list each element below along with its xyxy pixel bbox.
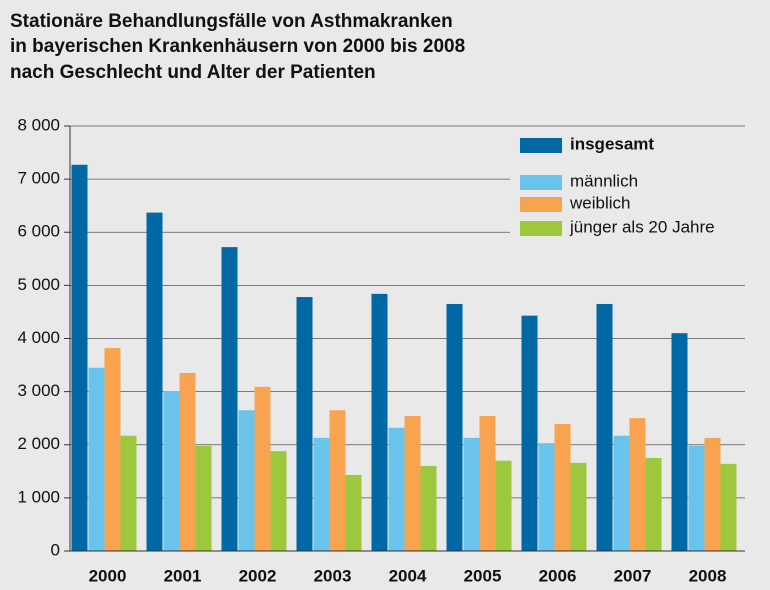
bar — [521, 315, 538, 551]
chart-title: nach Geschlecht und Alter der Patienten — [10, 62, 376, 83]
bar — [179, 373, 196, 551]
bar — [388, 427, 405, 551]
bar — [554, 424, 571, 551]
legend-swatch — [520, 197, 562, 212]
bar — [613, 435, 630, 551]
legend-label: jünger als 20 Jahre — [569, 217, 715, 236]
bar — [71, 164, 88, 551]
x-tick-label: 2003 — [314, 566, 352, 585]
bar — [329, 410, 346, 551]
x-tick-label: 2005 — [464, 566, 502, 585]
x-tick-label: 2002 — [239, 566, 277, 585]
bar — [104, 348, 121, 551]
bar — [163, 391, 180, 551]
bar — [296, 297, 313, 551]
bar — [596, 303, 613, 551]
x-tick-label: 2004 — [389, 566, 427, 585]
bar — [88, 367, 105, 551]
legend-swatch — [520, 175, 562, 190]
bar — [195, 445, 212, 551]
x-tick-label: 2000 — [89, 566, 127, 585]
bar — [629, 418, 646, 551]
legend-label: insgesamt — [570, 134, 654, 153]
bar — [704, 437, 721, 551]
y-tick-label: 4 000 — [17, 328, 60, 347]
bar — [720, 463, 737, 551]
chart-title: in bayerischen Krankenhäusern von 2000 b… — [10, 36, 465, 57]
legend-swatch — [520, 221, 562, 236]
bar — [645, 458, 662, 551]
y-tick-label: 1 000 — [17, 487, 60, 506]
bar — [538, 443, 555, 551]
y-tick-label: 0 — [51, 540, 60, 559]
bar — [446, 303, 463, 551]
bar — [495, 460, 512, 551]
bar — [270, 451, 287, 551]
y-tick-label: 7 000 — [17, 169, 60, 188]
x-tick-label: 2006 — [539, 566, 577, 585]
x-tick-label: 2007 — [614, 566, 652, 585]
bar — [570, 462, 587, 551]
y-tick-label: 3 000 — [17, 381, 60, 400]
bar — [120, 435, 137, 551]
bar — [479, 416, 496, 551]
x-tick-label: 2008 — [689, 566, 727, 585]
y-tick-label: 5 000 — [17, 275, 60, 294]
legend-label: männlich — [570, 171, 638, 190]
bar — [345, 475, 362, 551]
legend-label: weiblich — [569, 193, 630, 212]
y-tick-label: 8 000 — [17, 115, 60, 134]
bar — [463, 437, 480, 551]
x-tick-label: 2001 — [164, 566, 202, 585]
chart-title: Stationäre Behandlungsfälle von Asthmakr… — [10, 11, 453, 32]
bar — [238, 410, 255, 551]
bar — [688, 445, 705, 551]
y-tick-label: 2 000 — [17, 434, 60, 453]
legend-swatch — [520, 138, 562, 153]
bar — [404, 416, 421, 551]
bar — [254, 386, 271, 551]
bar — [671, 333, 688, 551]
bar — [146, 212, 163, 551]
y-tick-label: 6 000 — [17, 222, 60, 241]
bar — [313, 437, 330, 551]
bar — [221, 247, 238, 551]
bar — [420, 466, 437, 551]
bar — [371, 293, 388, 551]
